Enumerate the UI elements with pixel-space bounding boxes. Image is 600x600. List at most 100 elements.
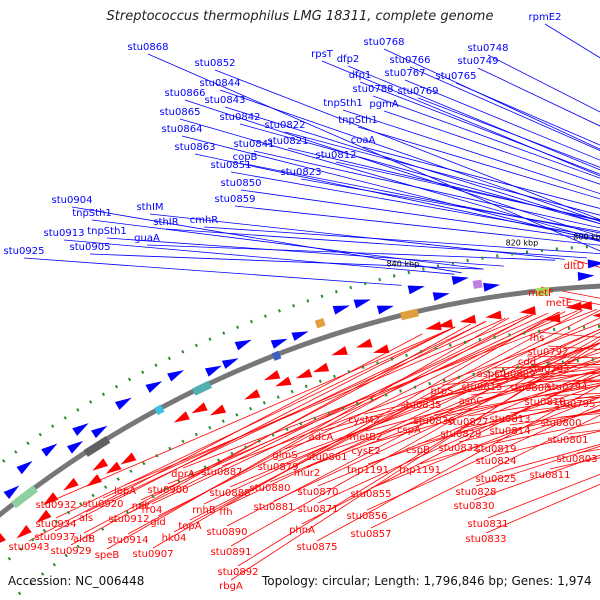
forward-gene-leader-22 — [181, 135, 600, 242]
reverse-gene-label-30: tnp1191 — [399, 465, 441, 476]
reverse-gene-label-13: stu0810 — [525, 397, 566, 408]
reverse-gene-label-75: als — [79, 513, 93, 524]
forward-gene-leader-42 — [89, 253, 484, 270]
forward-gene-label-2: stu0748 — [468, 43, 509, 54]
reverse-gene-label-61: stu0891 — [211, 547, 252, 558]
annotation-block-0 — [10, 485, 38, 509]
reverse-gene-leader-14 — [441, 368, 600, 386]
reverse-gene-leader-47 — [317, 374, 600, 504]
forward-gene-label-22: stu0864 — [162, 124, 203, 135]
forward-gene-arrow-15 — [291, 331, 309, 342]
reverse-gene-label-63: rbgA — [219, 581, 243, 592]
forward-gene-arrow-19 — [407, 285, 425, 295]
reverse-gene-arrow-26 — [565, 301, 582, 311]
reverse-gene-label-19: stu0836 — [414, 416, 455, 427]
reverse-gene-leader-29 — [495, 430, 600, 456]
reverse-gene-leader-69 — [151, 311, 561, 505]
reverse-gene-arrow-12 — [244, 389, 261, 400]
reverse-gene-leader-33 — [475, 445, 600, 487]
reverse-gene-label-26: cspB — [406, 445, 430, 456]
forward-gene-leader-37 — [165, 228, 587, 259]
reverse-gene-label-46: stu0870 — [298, 487, 339, 498]
reverse-gene-leader-48 — [306, 356, 600, 468]
reverse-gene-label-68: hk04 — [162, 533, 187, 544]
reverse-gene-label-4: stu0792 — [528, 347, 569, 358]
reverse-gene-label-45: stu0861 — [307, 452, 348, 463]
reverse-gene-leader-77 — [106, 317, 510, 550]
reverse-gene-leader-54 — [316, 385, 600, 542]
reverse-gene-label-70: lepA — [114, 486, 136, 497]
reverse-gene-label-76: aldB — [73, 534, 95, 545]
reverse-gene-arrow-25 — [544, 313, 561, 323]
forward-gene-arrow-21 — [451, 276, 469, 286]
genome-stats-text: Topology: circular; Length: 1,796,846 bp… — [262, 574, 592, 588]
forward-gene-leader-4 — [477, 67, 600, 127]
forward-gene-leader-31 — [300, 178, 600, 232]
reverse-gene-leader-82 — [28, 333, 423, 542]
forward-gene-leader-40 — [106, 237, 504, 267]
forward-gene-leader-9 — [321, 60, 600, 177]
forward-gene-arrow-13 — [234, 339, 252, 351]
reverse-gene-label-31: stu0811 — [530, 470, 571, 481]
forward-gene-leader-25 — [284, 131, 600, 216]
forward-gene-leader-43 — [23, 257, 402, 286]
annotation-block-6 — [400, 308, 419, 321]
reverse-gene-arrow-28 — [592, 313, 600, 318]
reverse-gene-arrow-23 — [485, 310, 502, 320]
forward-gene-label-9: rpsT — [311, 49, 334, 60]
forward-gene-leader-21 — [239, 123, 600, 225]
forward-gene-label-0: rpmE2 — [529, 12, 562, 23]
forward-gene-arrow-6 — [72, 423, 89, 436]
label-leaders — [23, 23, 600, 581]
forward-gene-arrow-20 — [432, 292, 450, 302]
forward-gene-label-21: stu0842 — [220, 112, 261, 123]
forward-gene-arrow-9 — [145, 381, 163, 393]
reverse-gene-label-64: stu0900 — [148, 485, 189, 496]
forward-gene-leader-39 — [63, 239, 455, 275]
reverse-gene-arrow-2 — [36, 509, 52, 523]
reverse-gene-label-18: stu0800 — [541, 418, 582, 429]
forward-gene-label-13: pgmA — [369, 99, 398, 110]
forward-gene-label-36: tnpSth1 — [72, 208, 112, 219]
reverse-gene-leader-67 — [157, 311, 566, 517]
reverse-gene-leader-30 — [419, 408, 600, 465]
reverse-gene-label-53: phnA — [289, 525, 315, 536]
reverse-gene-arrow-14 — [275, 376, 292, 387]
forward-gene-label-33: stu0859 — [215, 194, 256, 205]
forward-gene-arrow-3 — [16, 460, 33, 475]
annotation-block-3 — [192, 380, 213, 396]
annotation-block-5 — [314, 317, 326, 329]
reverse-gene-arrow-16 — [312, 362, 330, 373]
accession-text: Accession: NC_006448 — [8, 574, 145, 588]
forward-gene-label-14: tnpSth1 — [338, 115, 378, 126]
forward-gene-arrow-23 — [577, 271, 595, 281]
forward-gene-arrow-2 — [3, 485, 20, 500]
forward-gene-label-29: copB — [233, 152, 258, 163]
forward-gene-leader-17 — [219, 89, 600, 222]
reverse-gene-arrow-3 — [42, 492, 59, 506]
forward-gene-label-18: stu0866 — [165, 88, 206, 99]
reverse-gene-arrow-5 — [86, 474, 103, 487]
reverse-gene-label-27: stu0832 — [439, 443, 480, 454]
reverse-gene-leader-70 — [124, 314, 529, 486]
reverse-gene-label-73: stu0907 — [133, 549, 174, 560]
forward-gene-arrow-11 — [204, 365, 222, 377]
reverse-gene-arrow-27 — [575, 301, 593, 311]
forward-gene-label-11: stu0788 — [353, 84, 394, 95]
reverse-gene-leader-38 — [365, 369, 600, 432]
annotation-block-4 — [271, 350, 282, 361]
reverse-gene-label-3: fhs — [529, 333, 544, 344]
reverse-gene-label-81: stu0929 — [51, 546, 92, 557]
forward-gene-label-4: stu0749 — [458, 56, 499, 67]
reverse-gene-leader-68 — [173, 309, 584, 533]
reverse-gene-label-41: tnp1191 — [347, 465, 389, 476]
reverse-gene-label-16: stu0827 — [448, 417, 489, 428]
forward-gene-leader-41 — [146, 244, 556, 261]
map-title: Streptococcus thermophilus LMG 18311, co… — [106, 9, 494, 24]
reverse-gene-label-37: cysM2 — [348, 415, 380, 426]
forward-gene-label-41: guaA — [134, 233, 160, 244]
reverse-gene-leader-56 — [221, 323, 600, 467]
forward-gene-label-15: stu0868 — [128, 42, 169, 53]
reverse-gene-label-43: stu0856 — [347, 511, 388, 522]
forward-gene-leader-27 — [362, 146, 600, 209]
